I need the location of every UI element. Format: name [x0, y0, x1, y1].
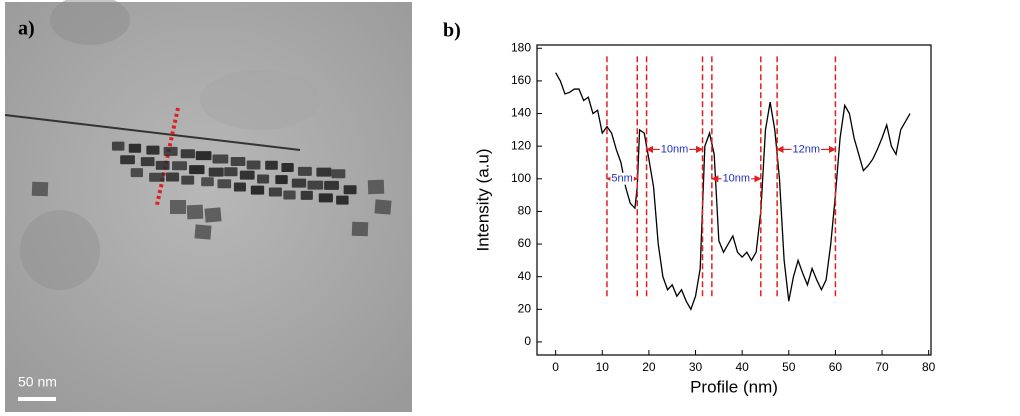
nanoparticle	[257, 174, 270, 184]
nanoparticle	[307, 180, 324, 190]
image-background	[5, 2, 412, 412]
nanoparticle	[367, 179, 385, 195]
nanoparticle	[120, 155, 135, 165]
nanoparticle	[163, 146, 178, 156]
nanoparticle	[172, 161, 188, 171]
nanoparticle	[128, 143, 142, 153]
nanoparticle	[318, 193, 333, 203]
y-tick-label: 120	[511, 138, 531, 152]
nanoparticle	[186, 204, 204, 220]
nanoparticle	[316, 167, 332, 177]
plot-frame	[536, 44, 932, 356]
nanoparticle	[31, 181, 49, 197]
nanoparticle	[170, 200, 186, 214]
panel-label: a)	[18, 18, 35, 40]
scale-bar-label: 50 nm	[18, 374, 57, 390]
x-tick-label: 10	[596, 360, 610, 374]
nanoparticle	[146, 145, 160, 155]
nanoparticle	[217, 179, 232, 189]
x-tick-label: 40	[735, 360, 749, 374]
image-shade	[50, 0, 130, 45]
grid-edge	[4, 114, 301, 151]
x-tick-label: 60	[829, 360, 843, 374]
y-tick-label: 60	[518, 236, 532, 250]
nanoparticle	[195, 151, 212, 161]
annotation-label: 12nm	[793, 143, 821, 155]
nanoparticle	[130, 168, 144, 178]
nanoparticle	[233, 182, 246, 192]
nanoparticle	[155, 160, 170, 170]
nanoparticle	[351, 221, 369, 237]
profile-line	[155, 107, 180, 206]
annotation-label: 10nm	[661, 143, 689, 155]
nanoparticle	[189, 165, 205, 175]
nanoparticle	[246, 160, 261, 170]
x-tick-label: 80	[922, 360, 936, 374]
nanoparticle	[180, 149, 195, 159]
y-axis-title: Intensity (a.u)	[473, 149, 492, 252]
nanoparticle	[230, 157, 246, 167]
nanoparticle	[181, 175, 195, 185]
data-line	[555, 72, 911, 311]
nanoparticle	[111, 141, 125, 151]
y-tick-label: 180	[511, 40, 531, 54]
nanoparticle	[283, 190, 296, 200]
x-axis-title: Profile (nm)	[690, 377, 778, 396]
nanoparticle	[250, 185, 265, 195]
y-tick-label: 100	[511, 171, 531, 185]
annotation-background	[791, 143, 822, 156]
annotation-label: 10nm	[723, 173, 751, 185]
tem-image: 50 nm a)	[4, 0, 412, 412]
nanoparticle	[275, 175, 288, 185]
nanoparticle	[208, 167, 224, 177]
y-tick-label: 80	[518, 204, 532, 218]
nanoparticle	[239, 170, 255, 180]
nanoparticle	[165, 172, 180, 182]
nanoparticle	[268, 187, 282, 197]
y-tick-label: 140	[511, 106, 531, 120]
nanoparticle	[201, 177, 214, 187]
nanoparticle	[281, 163, 294, 173]
x-tick-label: 20	[642, 360, 656, 374]
x-tick-label: 30	[689, 360, 703, 374]
y-tick-label: 20	[518, 301, 532, 315]
nanoparticle	[224, 167, 238, 177]
nanoparticle	[331, 169, 346, 179]
nanoparticle	[374, 199, 392, 215]
nanoparticle	[265, 160, 278, 170]
nanoparticle	[343, 185, 357, 195]
scale-bar	[18, 397, 56, 401]
image-shade	[200, 70, 320, 130]
annotation-background	[610, 172, 634, 185]
nanoparticle	[300, 190, 313, 200]
x-tick-label: 70	[875, 360, 889, 374]
annotation-label: 5nm	[611, 173, 632, 185]
nanoparticle	[204, 207, 222, 223]
x-tick-label: 0	[552, 360, 559, 374]
annotation-background	[659, 143, 690, 156]
annotation-background	[721, 172, 752, 185]
y-tick-label: 40	[518, 269, 532, 283]
nanoparticle	[297, 166, 312, 176]
nanoparticle	[324, 180, 339, 190]
nanoparticle	[336, 195, 349, 205]
y-tick-label: 160	[511, 73, 531, 87]
y-tick-label: 0	[524, 334, 531, 348]
nanoparticle	[194, 224, 212, 240]
panel-label: b)	[443, 20, 461, 42]
image-shade	[20, 210, 100, 290]
nanoparticle	[212, 154, 229, 164]
nanoparticle	[291, 178, 307, 188]
nanoparticle	[140, 157, 155, 167]
x-tick-label: 50	[782, 360, 796, 374]
nanoparticle	[149, 172, 165, 182]
